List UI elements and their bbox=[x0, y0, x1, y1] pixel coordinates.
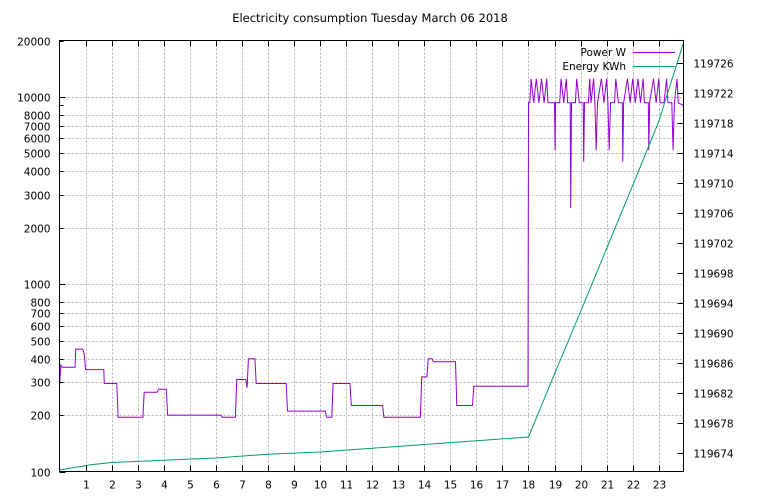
y2-tick-label: 119694 bbox=[694, 299, 734, 311]
legend-label: Energy KWh bbox=[562, 61, 626, 73]
y-tick-label: 700 bbox=[30, 309, 50, 321]
x-tick-label: 4 bbox=[161, 480, 168, 492]
x-tick-label: 7 bbox=[239, 480, 246, 492]
y2-tick-label: 119722 bbox=[694, 89, 734, 101]
x-tick-label: 15 bbox=[444, 480, 457, 492]
y-tick-label: 4000 bbox=[24, 167, 51, 179]
x-tick-label: 6 bbox=[213, 480, 220, 492]
x-tick-label: 19 bbox=[549, 480, 562, 492]
y-tick-label: 3000 bbox=[24, 191, 51, 203]
axis-ticks: 1 2 3 4 5 6 7 8 9 10 11 12 13 14 15 16 17 18 19 20 21 22 23100… bbox=[17, 37, 734, 492]
y2-tick-label: 119682 bbox=[694, 389, 734, 401]
x-tick-label: 17 bbox=[496, 480, 509, 492]
y-tick-label: 1000 bbox=[24, 280, 51, 292]
y2-tick-label: 119718 bbox=[694, 119, 734, 131]
legend: Power W Energy KWh bbox=[562, 47, 675, 73]
legend-label: Power W bbox=[581, 47, 627, 59]
x-tick-label: 23 bbox=[653, 480, 666, 492]
y-tick-label: 7000 bbox=[24, 122, 51, 134]
y2-tick-label: 119710 bbox=[694, 179, 734, 191]
y2-tick-label: 119698 bbox=[694, 269, 734, 281]
y-tick-label: 20000 bbox=[17, 37, 50, 49]
y2-tick-label: 119678 bbox=[694, 419, 734, 431]
x-tick-label: 14 bbox=[418, 480, 432, 492]
y-tick-label: 10000 bbox=[17, 93, 50, 105]
x-tick-label: 13 bbox=[392, 480, 405, 492]
chart-title: Electricity consumption Tuesday March 06… bbox=[232, 11, 508, 25]
y-tick-label: 5000 bbox=[24, 149, 51, 161]
y-tick-label: 800 bbox=[30, 298, 50, 310]
x-tick-label: 12 bbox=[366, 480, 379, 492]
y-tick-label: 8000 bbox=[24, 111, 51, 123]
x-tick-label: 5 bbox=[187, 480, 194, 492]
x-tick-label: 20 bbox=[575, 480, 588, 492]
x-tick-label: 21 bbox=[601, 480, 614, 492]
y2-tick-label: 119702 bbox=[694, 239, 734, 251]
y-tick-label: 2000 bbox=[24, 224, 51, 236]
x-tick-label: 11 bbox=[340, 480, 353, 492]
y2-tick-label: 119674 bbox=[694, 449, 734, 461]
grid-lines bbox=[59, 40, 684, 472]
y2-tick-label: 119726 bbox=[694, 59, 734, 71]
plot-frame bbox=[59, 40, 684, 472]
x-tick-label: 18 bbox=[522, 480, 535, 492]
y2-tick-label: 119690 bbox=[694, 329, 734, 341]
series-layer bbox=[59, 42, 684, 471]
y2-tick-label: 119686 bbox=[694, 359, 734, 371]
y-tick-label: 500 bbox=[30, 337, 50, 349]
y-tick-label: 600 bbox=[30, 322, 50, 334]
x-tick-label: 3 bbox=[135, 480, 142, 492]
y-tick-label: 200 bbox=[30, 411, 50, 423]
y2-tick-label: 119706 bbox=[694, 209, 734, 221]
x-tick-label: 8 bbox=[265, 480, 272, 492]
y2-tick-label: 119714 bbox=[694, 149, 734, 161]
series-line-power bbox=[59, 78, 684, 418]
series-line-energy bbox=[59, 42, 684, 471]
x-tick-label: 2 bbox=[109, 480, 116, 492]
y-tick-label: 400 bbox=[30, 355, 50, 367]
x-tick-label: 22 bbox=[627, 480, 640, 492]
y-tick-label: 6000 bbox=[24, 134, 51, 146]
x-tick-label: 10 bbox=[314, 480, 327, 492]
y-tick-label: 300 bbox=[30, 378, 50, 390]
x-tick-label: 1 bbox=[83, 480, 90, 492]
x-tick-label: 16 bbox=[470, 480, 484, 492]
x-tick-label: 9 bbox=[291, 480, 298, 492]
y-tick-label: 100 bbox=[30, 468, 50, 480]
